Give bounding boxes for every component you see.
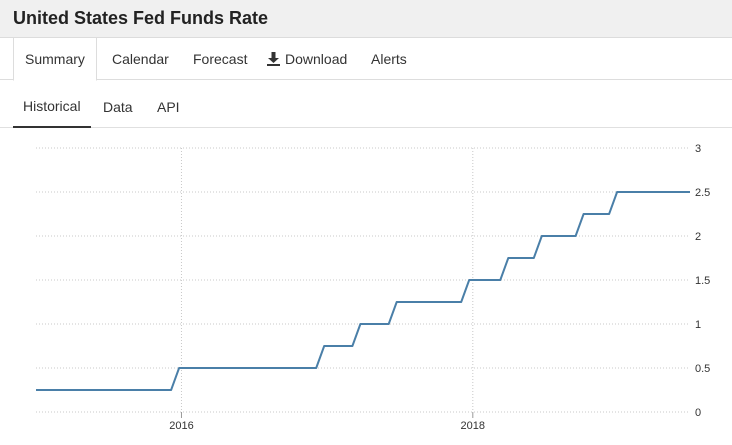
tab-calendar[interactable]: Calendar — [112, 51, 169, 67]
title-bar: United States Fed Funds Rate — [0, 0, 732, 38]
subtab-data[interactable]: Data — [103, 99, 133, 115]
subtab-historical[interactable]: Historical — [13, 80, 91, 128]
y-tick-label: 1 — [695, 319, 701, 331]
y-tick-label: 1.5 — [695, 275, 710, 287]
y-tick-label: 3 — [695, 143, 701, 155]
tab-download[interactable]: Download — [267, 38, 347, 80]
y-tick-label: 0 — [695, 407, 701, 419]
y-tick-label: 2.5 — [695, 187, 710, 199]
tab-summary[interactable]: Summary — [13, 38, 97, 81]
series-layer — [36, 191, 690, 391]
tab-forecast[interactable]: Forecast — [193, 51, 248, 67]
series-line — [36, 191, 690, 391]
y-tick-label: 2 — [695, 231, 701, 243]
tab-download-label: Download — [285, 51, 348, 67]
download-icon — [267, 52, 280, 66]
tab-alerts[interactable]: Alerts — [371, 51, 407, 67]
label-layer: 0 0.5 1 1.5 2 2.5 3 2016 2018 — [169, 143, 710, 432]
grid-layer — [36, 147, 690, 418]
sub-tabs: Historical Data API — [0, 80, 732, 128]
page-title: United States Fed Funds Rate — [13, 8, 269, 28]
subtab-api[interactable]: API — [157, 99, 180, 115]
main-tabs: Summary Calendar Forecast Download Alert… — [0, 38, 732, 81]
chart-area: 0 0.5 1 1.5 2 2.5 3 2016 2018 — [13, 128, 732, 445]
x-tick-label: 2016 — [169, 420, 193, 432]
x-tick-label: 2018 — [461, 420, 485, 432]
y-tick-label: 0.5 — [695, 363, 710, 375]
fed-funds-chart: 0 0.5 1 1.5 2 2.5 3 2016 2018 — [36, 143, 710, 432]
